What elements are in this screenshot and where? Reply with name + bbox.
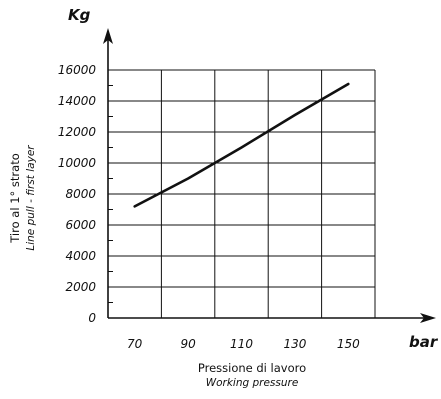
series-line — [133, 82, 350, 208]
x-tick-label-2: 110 — [230, 337, 253, 351]
y-tick-label-7: 14000 — [58, 94, 97, 108]
y-tick-label-5: 10000 — [58, 156, 97, 170]
y-tick-label-3: 6000 — [65, 218, 96, 232]
y-tick-label-4: 8000 — [65, 187, 96, 201]
axes — [103, 28, 436, 323]
y-tick-label-2: 4000 — [65, 249, 96, 263]
x-tick-label-0: 70 — [127, 337, 143, 351]
y-tick-label-1: 2000 — [65, 280, 96, 294]
y-tick-label-0: 0 — [88, 311, 96, 325]
y-unit-label: Kg — [68, 6, 91, 24]
x-tick-label-1: 90 — [180, 337, 196, 351]
x-axis-title: Pressione di lavoro — [198, 361, 306, 375]
y-tick-label-8: 16000 — [58, 63, 97, 77]
x-tick-label-4: 150 — [337, 337, 360, 351]
x-tick-label-3: 130 — [283, 337, 306, 351]
y-axis-arrow — [103, 28, 113, 44]
x-tick-labels: 70 90 110 130 150 — [127, 337, 360, 351]
y-axis-subtitle: Line pull - first layer — [25, 145, 37, 251]
grid — [108, 69, 376, 318]
y-axis-title: Tiro al 1° strato — [8, 153, 22, 243]
y-tick-label-6: 12000 — [58, 125, 97, 139]
x-unit-label: bar — [409, 333, 439, 351]
y-tick-labels: 0 2000 4000 6000 8000 10000 12000 14000 16000 — [58, 63, 97, 325]
x-axis-arrow — [420, 313, 436, 323]
x-axis-subtitle: Working pressure — [206, 377, 299, 389]
